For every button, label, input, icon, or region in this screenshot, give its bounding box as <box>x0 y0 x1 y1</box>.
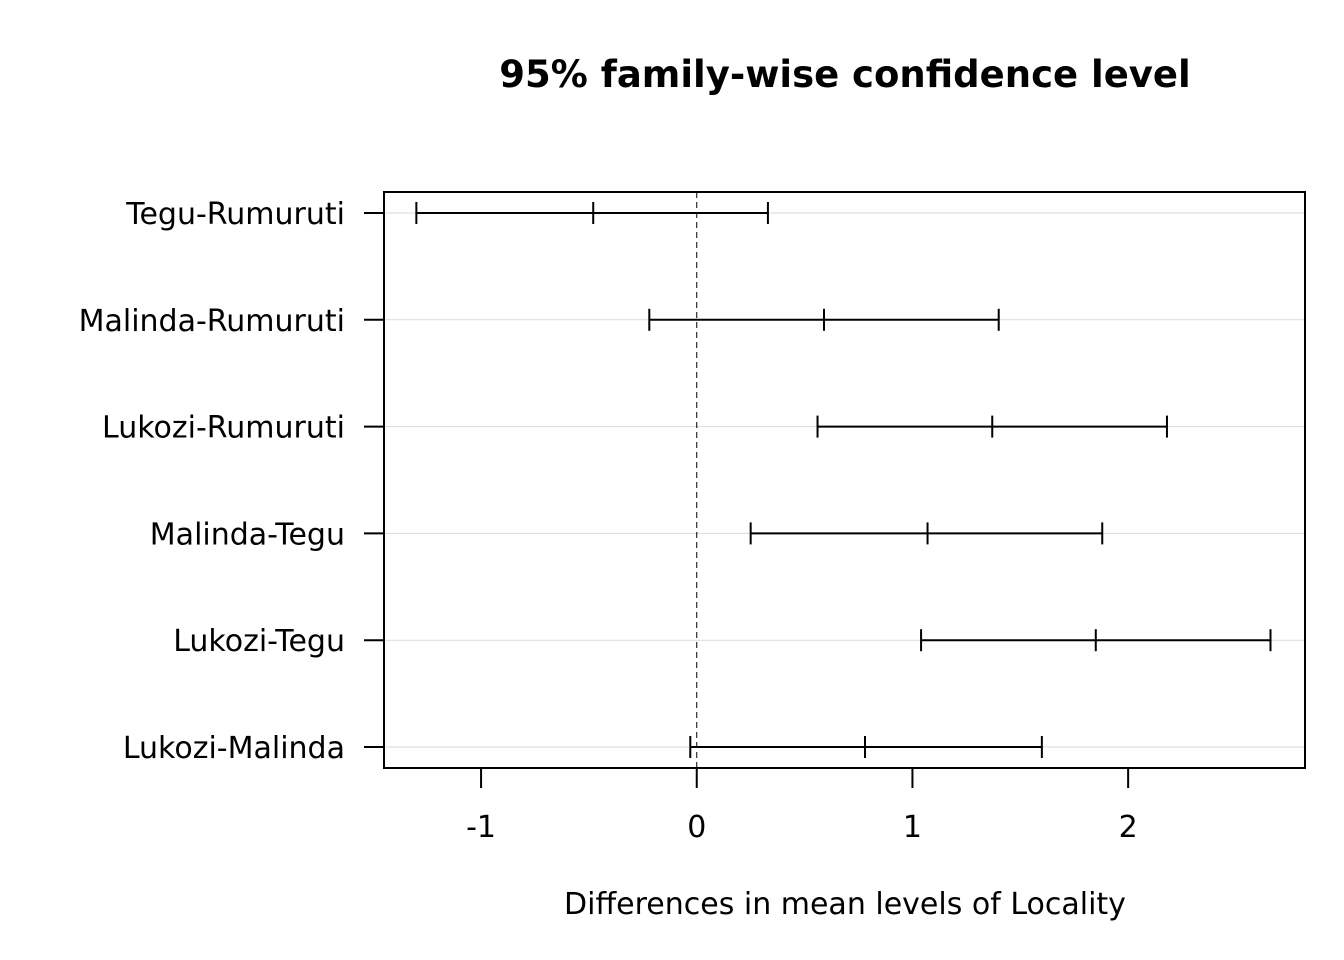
category-label: Lukozi-Tegu <box>173 624 345 659</box>
plot-frame <box>383 191 1306 769</box>
chart-title: 95% family-wise confidence level <box>499 53 1190 96</box>
x-axis-label: Differences in mean levels of Locality <box>564 887 1126 922</box>
y-axis: Tegu-Rumuruti Malinda-Rumuruti Lukozi-Rumu… <box>79 197 384 766</box>
x-tick-label: 1 <box>903 810 922 845</box>
grid-lines <box>384 212 1305 748</box>
confidence-intervals <box>415 202 1272 758</box>
category-label: Lukozi-Malinda <box>123 731 345 766</box>
x-tick-label: 2 <box>1119 810 1138 845</box>
x-tick-label: -1 <box>466 810 496 845</box>
x-tick-label: 0 <box>687 810 706 845</box>
category-label: Lukozi-Rumuruti <box>102 411 345 446</box>
category-label: Malinda-Rumuruti <box>79 304 345 339</box>
x-axis: -1 0 1 2 <box>466 768 1138 845</box>
category-label: Malinda-Tegu <box>150 517 345 552</box>
category-label: Tegu-Rumuruti <box>125 197 345 232</box>
